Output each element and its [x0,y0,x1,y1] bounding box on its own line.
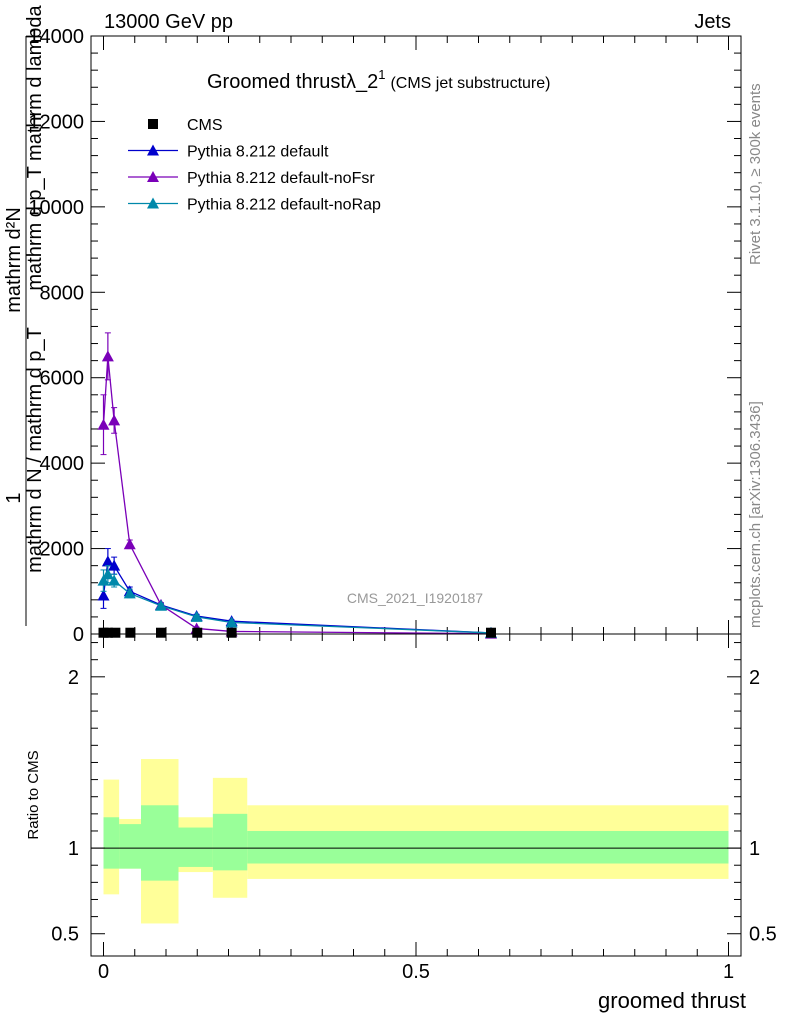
legend: CMS Pythia 8.212 default Pythia 8.212 defa… [128,117,381,214]
legend-entry: Pythia 8.212 default-noFsr [128,170,375,187]
legend-marker-triangle [147,197,159,209]
y-tick-label: 12000 [28,111,84,133]
ratio-bands [103,759,729,924]
energy-label: 13000 GeV pp [104,11,233,33]
y-label-denominator-2: mathrm d N / mathrm d p_T [24,327,46,573]
y-tick-label: 8000 [40,282,85,304]
cms-data-point [110,627,121,638]
y-tick-label: 0 [73,624,84,646]
y-label-numerator: mathrm d²N [3,207,25,313]
series-point [108,414,121,426]
ratio-y-tick-label-right: 0.5 [749,924,777,946]
chart-title-sup: 1 [378,67,385,82]
series-point [155,599,167,611]
y-tick-label: 6000 [40,368,85,390]
y-tick-label: 4000 [40,453,85,475]
cms-data-point [125,627,136,638]
analysis-watermark: CMS_2021_I1920187 [347,590,483,606]
series-line [102,356,492,635]
series-point [97,418,110,430]
mcplots-label: mcplots.cern.ch [arXiv:1306.3436] [747,401,764,628]
ratio-inner-band [141,805,179,881]
legend-marker-triangle [147,171,159,182]
series-point [101,555,114,567]
legend-label: Pythia 8.212 default-noFsr [187,170,375,187]
main-axis-ticks [91,35,741,635]
series-point [97,589,110,601]
ratio-panel-frame [90,633,742,957]
y-tick-label: 14000 [28,26,84,48]
chart-title: Groomed thrustλ_21 (CMS jet substructure) [207,67,550,93]
legend-entry: Pythia 8.212 default-noRap [128,197,381,214]
ratio-y-tick-label: 2 [68,667,79,689]
cms-data-point [192,627,203,638]
x-tick-labels: 0 0.5 1 [98,961,734,983]
y-label-denominator: mathrm d p_T mathrm d lambda [24,4,46,290]
series-point [101,568,114,580]
ratio-y-label: Ratio to CMS [25,750,42,839]
series-point [101,350,114,362]
legend-label: Pythia 8.212 default [187,144,329,161]
legend-marker-triangle [147,144,159,156]
main-y-tick-labels: 0 2000 4000 6000 8000 10000 12000 14000 [28,26,84,646]
cms-data-point [156,627,166,638]
legend-label: CMS [187,117,223,134]
y-label-one: 1 [3,492,25,503]
cms-data-point [486,627,496,638]
x-tick-label: 1 [723,961,734,983]
ratio-inner-band [119,824,141,869]
series-point [225,616,238,628]
ratio-y-tick-label-right: 1 [749,838,760,860]
ratio-y-tick-labels: 0.5 0.5 1 1 2 2 [51,667,777,946]
series-point [123,538,136,550]
ratio-y-tick-label: 1 [68,838,79,860]
x-tick-label: 0.5 [402,961,430,983]
legend-entry: Pythia 8.212 default [128,144,329,161]
ratio-inner-band [247,830,729,864]
series-point [108,559,121,571]
process-label: Jets [694,11,731,33]
ratio-y-tick-label-right: 2 [749,667,760,689]
ratio-axis-ticks [91,634,741,956]
y-tick-label: 2000 [40,539,85,561]
ratio-y-tick-label: 0.5 [51,924,79,946]
x-tick-label: 0 [98,961,109,983]
ratio-inner-band [103,817,120,869]
series-point [123,587,136,599]
ratio-inner-band [212,813,248,871]
y-axis-label: mathrm d²N mathrm d p_T mathrm d lambda … [3,4,46,626]
series-point [108,574,121,586]
series-pythia-8-212-default-norap [97,565,497,638]
chart-title-sub: (CMS jet substructure) [390,75,550,92]
series-point [190,610,203,622]
legend-label: Pythia 8.212 default-noRap [187,197,381,214]
cms-data-point [226,627,237,638]
y-tick-label: 10000 [28,197,84,219]
ratio-inner-band [178,827,213,867]
chart-title-main: Groomed thrustλ_2 [207,71,378,93]
legend-marker-square [148,119,158,129]
cms-data-layer [98,627,496,638]
x-axis-label: groomed thrust [598,988,746,1013]
rivet-label: Rivet 3.1.10, ≥ 300k events [747,83,764,265]
cms-data-point [102,627,113,638]
legend-entry: CMS [148,117,223,134]
